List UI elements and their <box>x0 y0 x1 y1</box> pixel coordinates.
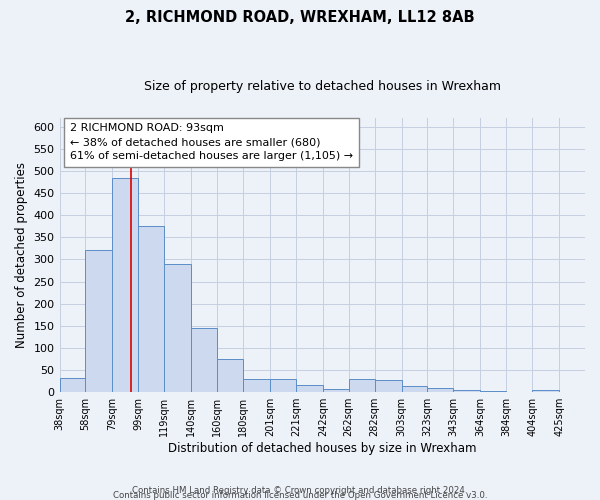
Bar <box>138 226 164 392</box>
Bar <box>454 390 481 392</box>
Text: Contains HM Land Registry data © Crown copyright and database right 2024.: Contains HM Land Registry data © Crown c… <box>132 486 468 495</box>
Bar <box>427 388 454 392</box>
Bar <box>112 178 138 392</box>
Text: 2 RICHMOND ROAD: 93sqm
← 38% of detached houses are smaller (680)
61% of semi-de: 2 RICHMOND ROAD: 93sqm ← 38% of detached… <box>70 124 353 162</box>
Bar <box>532 390 559 392</box>
Bar <box>164 264 191 392</box>
Text: Contains public sector information licensed under the Open Government Licence v3: Contains public sector information licen… <box>113 491 487 500</box>
Text: 2, RICHMOND ROAD, WREXHAM, LL12 8AB: 2, RICHMOND ROAD, WREXHAM, LL12 8AB <box>125 10 475 25</box>
Bar <box>270 379 296 392</box>
Bar <box>374 380 401 392</box>
Bar <box>59 378 85 392</box>
Y-axis label: Number of detached properties: Number of detached properties <box>15 162 28 348</box>
Bar <box>243 379 270 392</box>
Bar <box>349 379 374 392</box>
Bar <box>481 391 506 392</box>
Bar <box>323 389 349 392</box>
X-axis label: Distribution of detached houses by size in Wrexham: Distribution of detached houses by size … <box>168 442 476 455</box>
Bar <box>191 328 217 392</box>
Bar <box>85 250 112 392</box>
Bar <box>217 359 243 392</box>
Bar <box>401 386 427 392</box>
Bar <box>296 384 323 392</box>
Title: Size of property relative to detached houses in Wrexham: Size of property relative to detached ho… <box>144 80 501 93</box>
